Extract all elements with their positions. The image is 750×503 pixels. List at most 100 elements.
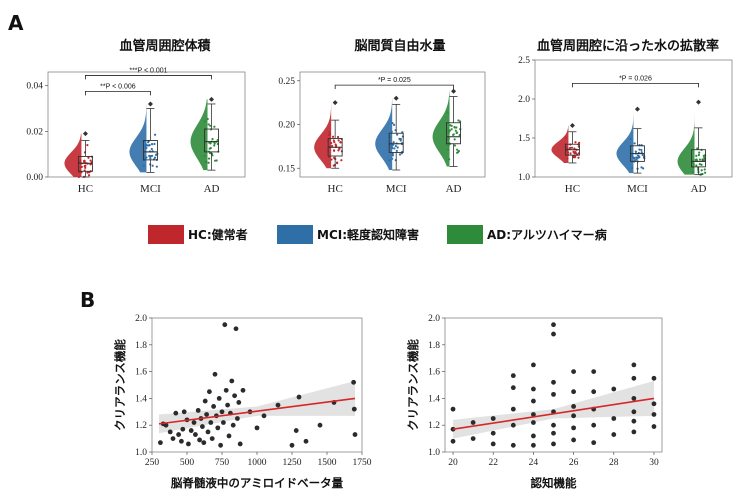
y-tick-label: 2.5 [518, 56, 530, 66]
scatter-point [351, 406, 357, 412]
data-point [391, 157, 394, 160]
y-tick-label: 2.0 [135, 314, 147, 324]
data-point [456, 148, 459, 151]
y-tick-label: 1.0 [135, 448, 147, 458]
plot-frame [444, 317, 663, 453]
data-point [447, 131, 450, 134]
scatter-point [531, 433, 536, 439]
scatter-point [158, 440, 163, 446]
scatter-point [188, 428, 194, 433]
data-point [336, 135, 340, 139]
x-tick-label: 30 [649, 458, 659, 468]
data-point [573, 156, 576, 159]
data-point [391, 152, 394, 155]
significance-label: *P = 0.025 [378, 77, 411, 84]
box [446, 122, 461, 145]
data-point [446, 111, 449, 114]
data-point [641, 153, 644, 157]
y-tick-label: 1.8 [135, 341, 147, 351]
scatter-point [490, 430, 496, 436]
data-point [204, 160, 208, 163]
data-point [691, 170, 694, 173]
violin-half [64, 133, 82, 177]
data-point [633, 142, 636, 145]
data-point [396, 133, 399, 136]
outlier-marker [209, 96, 215, 102]
data-point [144, 143, 147, 146]
data-point [394, 144, 397, 148]
plot-frame [151, 317, 363, 453]
data-point [703, 168, 706, 171]
scatter-point [240, 387, 246, 393]
data-point [211, 137, 214, 141]
data-point [566, 157, 569, 160]
data-point [209, 146, 212, 150]
scatter-point [352, 432, 358, 437]
data-point [77, 175, 80, 179]
x-tick-label: 250 [145, 458, 160, 468]
outlier-marker [451, 88, 457, 94]
scatter-point [230, 422, 236, 428]
data-point [629, 137, 632, 140]
data-point [631, 166, 634, 170]
scatter-point [631, 429, 637, 435]
scatter-point [261, 413, 267, 419]
data-point [330, 158, 333, 161]
data-point [453, 138, 456, 141]
data-point [448, 158, 451, 161]
data-point [454, 129, 457, 132]
data-point [457, 150, 460, 153]
scatter-point [510, 422, 516, 428]
data-point [330, 144, 334, 148]
box [142, 140, 158, 161]
data-point [698, 151, 701, 154]
data-point [572, 150, 575, 153]
legend-label-mci: MCI:軽度認知障害 [317, 227, 419, 242]
data-point [83, 164, 86, 168]
data-point [209, 124, 212, 127]
data-point [151, 164, 154, 167]
scatter-point [208, 420, 214, 425]
data-point [700, 169, 703, 172]
legend-swatch-mci [277, 225, 313, 244]
data-point [399, 137, 402, 141]
data-point [695, 154, 698, 158]
scatter-point [180, 426, 186, 432]
data-point [150, 143, 154, 146]
scatter-point [631, 375, 637, 381]
data-point [695, 158, 698, 161]
data-point [83, 159, 86, 162]
data-point [704, 171, 707, 174]
scatter-point [551, 379, 556, 385]
y-tick-label: 0.20 [278, 121, 295, 131]
data-point [145, 156, 148, 159]
y-tick-label: 1.6 [135, 368, 147, 378]
violin-half [432, 91, 450, 167]
legend-swatch-hc [148, 225, 184, 244]
data-point [636, 154, 640, 157]
data-point [147, 144, 150, 147]
scatter-point [591, 422, 597, 428]
scatter-point [450, 406, 456, 412]
scatter-point [170, 436, 176, 441]
data-point [390, 145, 393, 149]
y-tick-label: 0.15 [278, 164, 295, 174]
scatter-point [236, 400, 242, 405]
y-tick-label: 1.4 [135, 394, 147, 404]
scatter-point [201, 440, 207, 446]
scatter-point [296, 394, 302, 400]
data-point [392, 141, 395, 144]
violin-half [375, 98, 393, 170]
significance-label: **P < 0.006 [100, 83, 136, 90]
violin-half [616, 109, 634, 174]
data-point [633, 156, 636, 160]
data-point [331, 135, 335, 138]
scatter-point [211, 404, 217, 409]
scatter-point [181, 409, 187, 415]
scatter-point [207, 389, 212, 395]
data-point [393, 147, 396, 150]
x-category-label: HC [78, 183, 93, 195]
data-point [578, 141, 581, 144]
box [388, 132, 404, 153]
